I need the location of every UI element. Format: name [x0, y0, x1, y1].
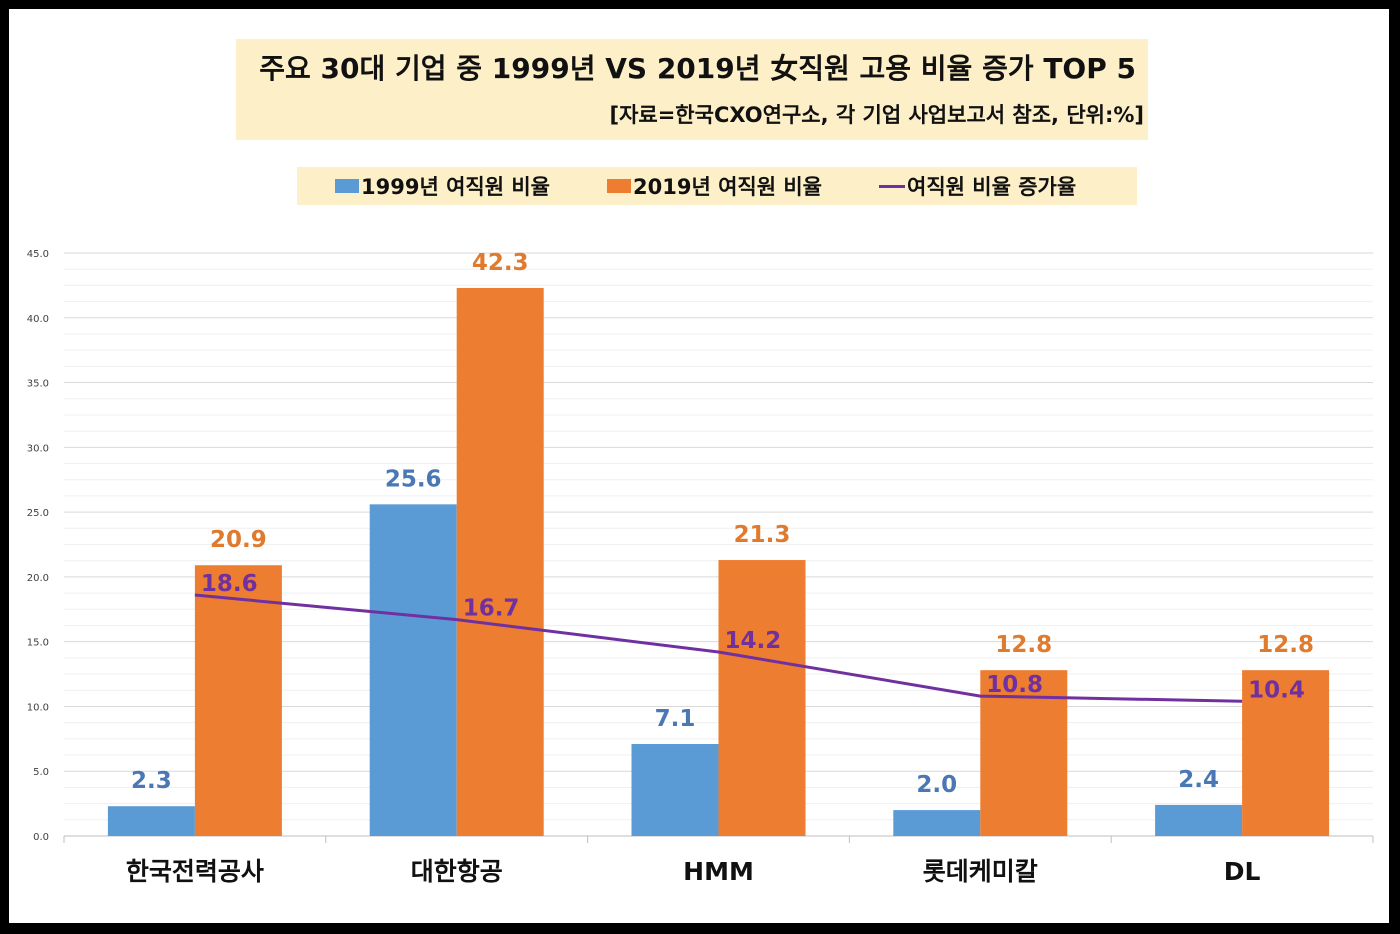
y-tick-label: 30.0: [27, 443, 49, 454]
y-tick-label: 35.0: [27, 379, 49, 390]
data-label-1999: 25.6: [385, 466, 442, 492]
bar-2019: [194, 565, 282, 836]
data-label-rate: 10.4: [1248, 677, 1305, 703]
chart-subtitle: [자료=한국CXO연구소, 각 기업 사업보고서 참조, 단위:%]: [609, 103, 1144, 127]
data-label-rate: 16.7: [463, 596, 520, 622]
rate-line: [194, 593, 1243, 703]
bar-1999: [1155, 804, 1243, 836]
data-label-2019: 20.9: [210, 527, 267, 553]
y-tick-label: 0.0: [33, 832, 49, 843]
y-tick-label: 40.0: [27, 314, 49, 325]
x-category-label: 롯데케미칼: [923, 857, 1038, 886]
y-tick-label: 25.0: [27, 508, 49, 519]
legend-item-1999: 1999년 여직원 비율: [335, 167, 550, 205]
y-tick-label: 15.0: [27, 638, 49, 649]
data-label-1999: 2.3: [131, 768, 172, 794]
legend-item-rate: 여직원 비율 증가율: [879, 167, 1076, 205]
bar-2019: [1242, 670, 1330, 836]
data-label-rate: 14.2: [725, 628, 782, 654]
chart-plot: 0.0 5.0 10.0 15.0 20.0 25.0 30.0 35.0 40.0 45.0 2.…: [27, 249, 1374, 886]
bar-1999: [631, 744, 719, 836]
bar-1999: [107, 806, 195, 836]
y-tick-label: 45.0: [27, 249, 49, 260]
x-category-label: HMM: [683, 857, 754, 886]
legend-label-1999: 1999년 여직원 비율: [361, 175, 550, 199]
legend-label-2019: 2019년 여직원 비율: [633, 175, 822, 199]
legend-line-rate: [879, 184, 905, 188]
data-label-2019: 42.3: [472, 250, 529, 276]
x-category-label: 한국전력공사: [126, 857, 264, 886]
bar-1999: [893, 810, 981, 836]
y-tick-label: 10.0: [27, 702, 49, 713]
legend: 1999년 여직원 비율 2019년 여직원 비율 여직원 비율 증가율: [297, 167, 1137, 205]
chart-title: 주요 30대 기업 중 1999년 VS 2019년 女직원 고용 비율 증가 …: [259, 52, 1136, 85]
y-tick-label: 20.0: [27, 573, 49, 584]
y-tick-label: 5.0: [33, 767, 49, 778]
title-box: 주요 30대 기업 중 1999년 VS 2019년 女직원 고용 비율 증가 …: [236, 39, 1148, 140]
bar-2019: [718, 560, 806, 836]
data-label-2019: 12.8: [1257, 632, 1314, 658]
data-label-rate: 10.8: [986, 672, 1043, 698]
legend-swatch-1999: [335, 179, 359, 193]
data-label-rate: 18.6: [201, 571, 258, 597]
data-label-1999: 7.1: [655, 706, 696, 732]
bar-2019: [456, 287, 544, 837]
data-label-1999: 2.4: [1178, 767, 1219, 793]
x-category-label: 대한항공: [411, 857, 503, 886]
bar-1999: [369, 504, 457, 836]
data-label-1999: 2.0: [916, 772, 957, 798]
data-label-2019: 21.3: [734, 522, 791, 548]
legend-label-rate: 여직원 비율 증가율: [907, 175, 1077, 199]
chart-frame: 주요 30대 기업 중 1999년 VS 2019년 女직원 고용 비율 증가 …: [9, 9, 1389, 923]
legend-item-2019: 2019년 여직원 비율: [607, 167, 822, 205]
legend-swatch-2019: [607, 179, 631, 193]
data-label-2019: 12.8: [995, 632, 1052, 658]
x-category-label: DL: [1224, 857, 1261, 886]
